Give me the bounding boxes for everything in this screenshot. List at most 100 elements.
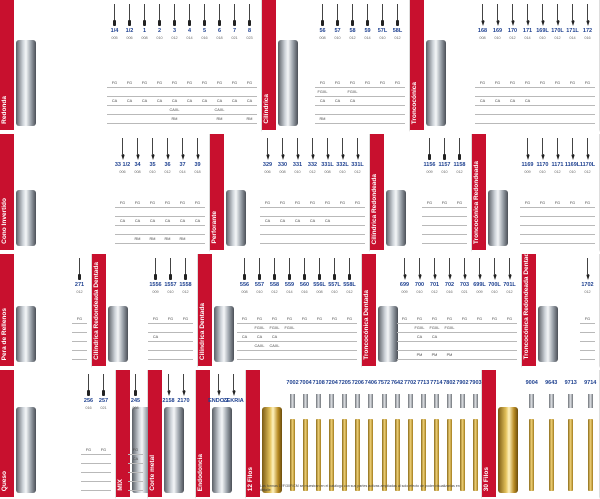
shank-row: FG [72,315,87,324]
bur-tip [433,394,439,408]
bur-code: 7903 [469,380,482,386]
shank-type: CAXL [254,344,265,348]
shank-type: CA [194,219,201,223]
bur-size: 012 [76,290,83,294]
panel-mix: MIX 245 008 FG CA [116,370,152,499]
bur-icon [150,138,155,160]
bur-icon [78,258,81,280]
bur-icon [265,138,270,160]
category-label: Perforante [211,211,218,244]
shank-type: FG [186,81,193,85]
bur-column: ZEKRIA [223,374,244,404]
bur-column: 330 008 [275,138,290,174]
bur-code: 332L [336,162,349,168]
shank-type: CA [132,457,139,461]
bur-column: 558 012 [267,258,282,294]
bur-photo [426,40,446,126]
shank-table: FG FG FG FG FG FG FG CA CA CA CA CA [260,199,365,244]
bur-column: 59 014 [360,4,375,40]
bur-code: 557 [254,282,265,288]
bur-size: 009 [426,170,433,174]
bur-size: 012 [182,290,189,294]
shank-type: CA [231,99,238,103]
bur-icon [134,374,137,396]
bur-icon [120,138,125,160]
bur-size: 009 [401,290,408,294]
bur-icon [428,138,431,160]
bur-column: 169 010 [490,4,505,40]
shank-row: CAXL CAXL [107,106,257,115]
shank-row [580,342,595,351]
shank-row [148,342,193,351]
bur-column: 1170 010 [535,138,550,174]
bur-icon [102,374,105,396]
bur-code: 1702 [581,282,594,288]
shank-type: FG [309,201,316,205]
category-label: Troncocónica [411,81,418,124]
shank-row: RM RM RM RM [115,235,205,244]
bur-size: 016 [446,290,453,294]
bur-size: 012 [554,170,561,174]
shank-type: FG [231,81,238,85]
bur-icon [181,374,186,396]
shank-type: CA [349,99,356,103]
shank-row [260,226,365,235]
category-strip: Corte metal [148,370,162,497]
bur-size: 010 [256,290,263,294]
bur-size: 010 [339,170,346,174]
panel-troncoconica-dentada: Troncocónica Dentada 699 009 700 010 701 012 70… [362,254,522,368]
bur-icon [325,138,330,160]
bur-column: 332 012 [305,138,320,174]
bur-column: 171 014 [520,4,535,40]
bur-size: 016 [85,406,92,410]
bur-icon [462,258,467,280]
bur-code: 9643 [545,380,558,386]
bur-icon [303,258,306,280]
shank-type: FG [152,317,159,321]
bur-code: 57L [377,28,388,34]
bur-size: 008 [279,170,286,174]
bur-icon [525,4,530,26]
shank-table: FG [580,315,595,360]
bur-rod [342,419,348,491]
shank-type: CA [431,335,438,339]
bur-size: 010 [149,170,156,174]
bur-column: 35 010 [145,138,160,174]
bur-code: 35 [149,162,156,168]
bur-icon [555,4,560,26]
bur-code: 57 [334,28,341,34]
bur-column: 699 009 [397,258,412,294]
bur-code: 7702 [404,380,417,386]
bur-column: 170 012 [505,4,520,40]
bur-icon [165,138,170,160]
bur-size: 009 [152,290,159,294]
bur-icon [154,258,157,280]
bur-tip [459,394,465,408]
bur-code: ENDO Z [208,398,229,404]
bur-code: 556 [239,282,250,288]
bur-size: 008 [132,406,139,410]
shank-type: FG [364,81,371,85]
bur-rod [548,419,554,491]
shank-row [128,473,143,482]
shank-type: FG [156,81,163,85]
category-label: Cilíndrica Redondeada Dentada [93,262,100,360]
bur-size: 010 [379,36,386,40]
shank-row: FGXL FGXL FGXL [397,324,517,333]
shank-row [72,333,87,342]
bur-icon [477,258,482,280]
shank-row: FG FG FG FG FG FG [115,199,205,208]
shank-type: CA [279,219,286,223]
shank-table: FG FG [81,446,111,491]
bur-icon [258,258,261,280]
shank-type: CA [264,219,271,223]
bur-size: 014 [179,170,186,174]
shank-row [397,342,517,351]
shank-type: FG [524,81,531,85]
bur-column: 170L 012 [550,4,565,40]
bur-code: 1169 [521,162,534,168]
shank-table: FG FG FG FG FG FG FG FG FGXL FGXL FGXL CA CA CA CAXL CA… [237,315,357,360]
shank-row [72,342,87,351]
shank-type: CA [271,335,278,339]
bur-columns: 1169 009 1170 010 1171 012 1169L 010 1170L 012 [520,138,595,174]
